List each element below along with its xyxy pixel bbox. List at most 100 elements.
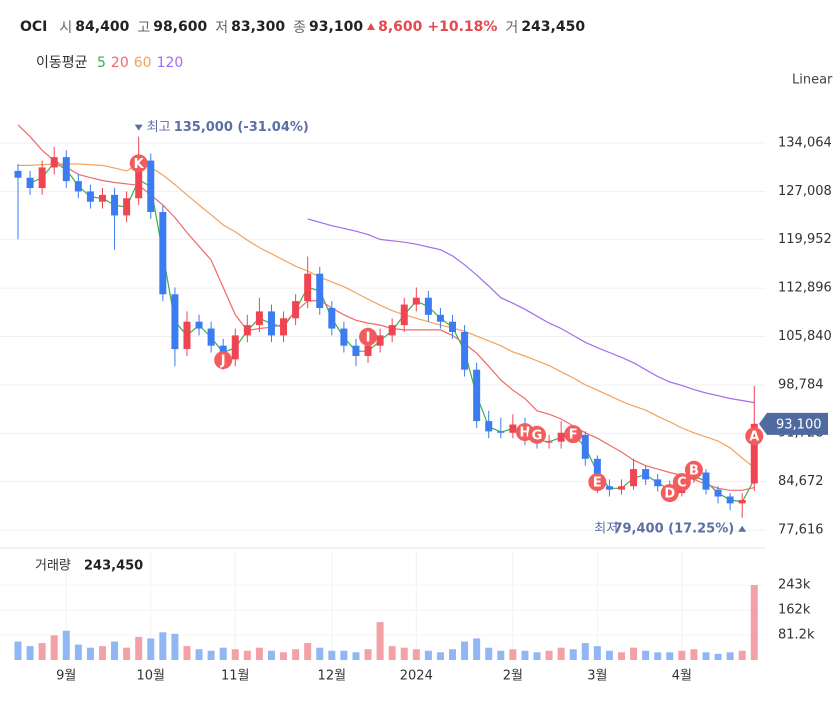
candle-body (364, 345, 372, 356)
current-price-label: 93,100 (776, 417, 822, 432)
volume-bar (702, 652, 710, 660)
volume-bar (74, 644, 82, 660)
candle-body (618, 486, 625, 490)
candle-body (26, 177, 34, 189)
legend-title: 이동평균 (36, 55, 88, 71)
open-value: 84,400 (75, 19, 130, 35)
volume-bar (171, 633, 179, 660)
candle-body (195, 321, 203, 329)
low-marker-label: 79,400 (17.25%) (613, 521, 734, 536)
current-price-tag (759, 412, 828, 435)
up-triangle (367, 23, 376, 30)
event-marker (588, 473, 607, 492)
event-marker (745, 427, 764, 446)
volume-bar (159, 632, 167, 660)
candle-body (605, 486, 613, 490)
candle-body (135, 160, 143, 199)
candle-body (424, 297, 432, 315)
volume-bar (424, 650, 432, 660)
event-marker (684, 460, 703, 479)
low-marker-prefix: 최저 (594, 521, 618, 536)
event-marker-label: I (366, 330, 371, 345)
volume-label: 거 (505, 20, 519, 36)
candle-body (593, 458, 601, 487)
event-marker-label: B (689, 463, 699, 478)
candle-body (388, 325, 396, 336)
volume-bar (678, 650, 686, 660)
candle-body (183, 321, 191, 350)
event-marker (528, 425, 547, 444)
volume-bar (111, 641, 119, 660)
candle-body (267, 311, 275, 336)
candle-body (280, 318, 288, 336)
event-marker-label: H (519, 426, 530, 441)
candle-body (545, 441, 553, 443)
low-marker-arrow (738, 525, 747, 532)
volume-bar (666, 652, 674, 660)
candle-body (14, 170, 22, 178)
event-marker (564, 425, 583, 444)
event-marker (672, 473, 691, 492)
candle-body (340, 328, 348, 346)
stock-name: OCI (20, 19, 48, 35)
volume-bar (316, 647, 324, 660)
volume-title: 거래량 (35, 559, 71, 574)
x-tick-label: 2월 (503, 669, 523, 684)
legend-entry: 60 (133, 55, 152, 71)
volume-bar (62, 630, 70, 660)
volume-bar (521, 650, 529, 660)
event-marker (359, 327, 378, 346)
volume-bar (304, 643, 312, 660)
volume-bar (690, 649, 698, 660)
event-marker-label: J (220, 354, 226, 369)
volume-bar (473, 638, 481, 660)
volume-bar (509, 649, 517, 660)
candle-body (292, 301, 300, 319)
price-header: OCI 시 84,400 고 98,600 저 83,300 종 93,100 8,60… (20, 17, 585, 37)
candle-body (171, 294, 179, 350)
volume-bar (86, 647, 94, 660)
volume-bar (280, 652, 288, 660)
candle-body (304, 273, 312, 302)
change-value: 8,600 (378, 19, 423, 35)
volume-bar (436, 652, 444, 660)
high-marker-arrow (134, 124, 143, 131)
candle-body (243, 325, 251, 336)
candle-body (726, 496, 734, 504)
volume-bar (219, 647, 227, 660)
candle-body (98, 194, 106, 202)
candle-body (207, 328, 215, 346)
event-marker (129, 154, 148, 173)
event-marker (660, 484, 679, 503)
candle-body (509, 424, 517, 433)
volume-bar (714, 653, 722, 660)
y-tick-label: 84,672 (778, 474, 824, 489)
x-tick-label: 2024 (400, 669, 433, 684)
candle-body (123, 198, 131, 216)
y-tick-label: 119,952 (778, 232, 832, 247)
candle-body (62, 157, 70, 182)
volume-bar (255, 647, 263, 660)
volume-bar (364, 649, 372, 660)
close-value: 93,100 (309, 19, 364, 35)
high-value: 98,600 (153, 19, 208, 35)
volume-bar (618, 652, 625, 660)
event-marker (214, 351, 233, 370)
candle-body (738, 499, 746, 504)
candle-body (38, 167, 46, 189)
candle-body (473, 369, 481, 422)
volume-bar (38, 643, 46, 660)
event-marker-label: G (532, 428, 543, 443)
open-label: 시 (59, 20, 73, 36)
y-tick-label: 77,616 (778, 522, 824, 537)
volume-bar (461, 641, 469, 660)
volume-bar (243, 650, 251, 660)
volume-bar (485, 647, 493, 660)
legend-entry: 120 (156, 55, 184, 71)
candle-body (159, 211, 167, 295)
candle-body (714, 489, 722, 497)
volume-bar (147, 638, 155, 660)
volume-bar (533, 652, 541, 660)
